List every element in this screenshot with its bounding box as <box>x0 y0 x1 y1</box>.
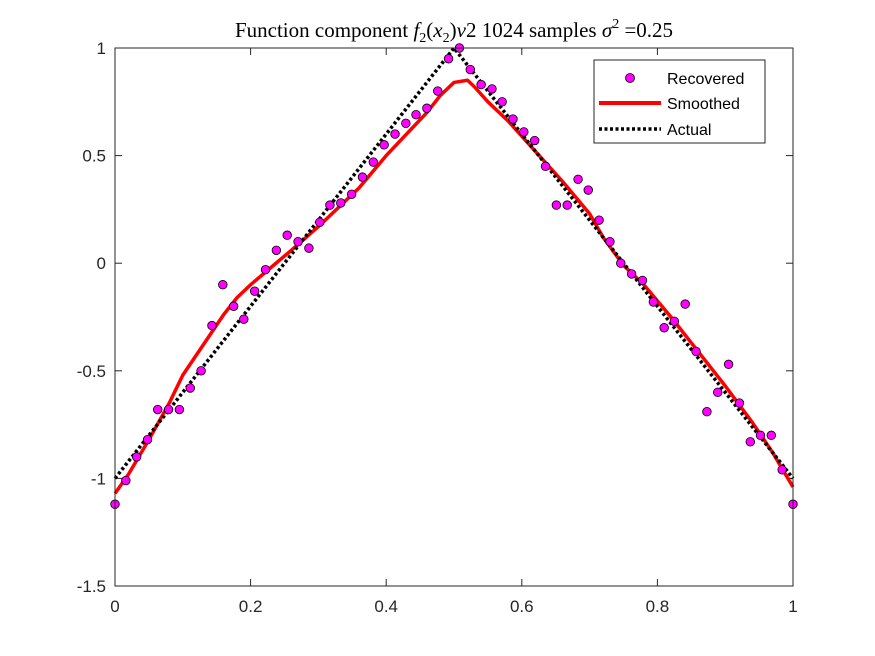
data-point-recovered <box>626 269 637 279</box>
data-point-recovered <box>228 301 239 311</box>
data-point-recovered <box>637 275 648 286</box>
legend-label-smoothed: Smoothed <box>667 96 740 113</box>
data-point-recovered <box>594 215 604 225</box>
data-point-recovered <box>723 359 734 370</box>
series-line-actual <box>113 45 795 480</box>
data-point-recovered <box>304 243 314 253</box>
data-point-recovered <box>755 430 766 441</box>
x-tick-label: 1 <box>788 597 797 616</box>
data-point-recovered <box>218 280 228 290</box>
y-tick-label: 0.5 <box>82 147 106 166</box>
data-point-recovered <box>174 404 185 415</box>
y-tick-label: -1.5 <box>77 577 106 596</box>
y-tick-label: 0 <box>97 254 106 273</box>
data-point-recovered <box>207 320 217 331</box>
x-tick-label: 0.4 <box>374 597 398 616</box>
data-point-recovered <box>336 198 346 208</box>
data-point-recovered <box>325 200 335 210</box>
data-point-recovered <box>293 236 303 247</box>
data-point-recovered <box>745 437 755 447</box>
data-point-recovered <box>583 185 593 195</box>
data-point-recovered <box>691 346 701 357</box>
data-point-recovered <box>142 434 153 445</box>
data-point-recovered <box>519 127 529 137</box>
data-point-recovered <box>260 264 271 275</box>
data-point-recovered <box>476 79 486 90</box>
data-point-recovered <box>734 398 745 408</box>
data-point-recovered <box>702 406 712 417</box>
legend-label-actual: Actual <box>667 122 711 139</box>
data-point-recovered <box>368 157 379 167</box>
data-point-recovered <box>680 299 690 309</box>
data-point-recovered <box>529 135 540 146</box>
data-point-recovered <box>616 258 626 268</box>
data-point-recovered <box>196 366 206 376</box>
legend-marker-recovered <box>625 73 635 83</box>
data-point-recovered <box>766 430 777 441</box>
data-point-recovered <box>648 297 659 307</box>
x-axis: 0 0.2 0.4 0.6 0.8 1 <box>110 48 798 616</box>
legend: Recovered Smoothed Actual <box>593 59 766 144</box>
data-point-recovered <box>433 86 443 96</box>
series-layer <box>110 43 798 509</box>
data-point-recovered <box>777 465 787 475</box>
data-point-recovered <box>401 118 411 129</box>
data-point-recovered <box>239 314 249 324</box>
y-tick-label: -0.5 <box>77 362 106 381</box>
data-point-recovered <box>573 174 583 184</box>
y-axis: -1.5 -1 -0.5 0 0.5 1 <box>77 39 793 596</box>
data-point-recovered <box>131 452 142 462</box>
data-point-recovered <box>411 110 421 120</box>
data-point-recovered <box>163 404 174 415</box>
data-point-recovered <box>153 404 163 415</box>
data-point-recovered <box>346 189 357 200</box>
data-point-recovered <box>357 172 368 182</box>
data-point-recovered <box>315 217 325 228</box>
data-point-recovered <box>487 84 497 94</box>
data-point-recovered <box>659 323 669 333</box>
data-point-recovered <box>497 97 507 107</box>
data-point-recovered <box>390 129 400 139</box>
x-tick-label: 0.8 <box>646 597 670 616</box>
data-point-recovered <box>379 140 389 150</box>
data-point-recovered <box>605 236 615 247</box>
chart-title: Function component f2(x2)v2 1024 samples… <box>235 17 673 46</box>
series-line-smoothed <box>113 78 795 495</box>
data-point-recovered <box>508 114 518 124</box>
y-tick-label: 1 <box>97 39 106 58</box>
data-point-recovered <box>121 475 131 486</box>
legend-label-recovered: Recovered <box>667 71 744 88</box>
data-point-recovered <box>465 64 475 75</box>
x-tick-label: 0 <box>110 597 119 616</box>
data-point-recovered <box>282 230 292 240</box>
data-point-recovered <box>185 383 195 393</box>
y-tick-label: -1 <box>91 469 106 488</box>
data-point-recovered <box>422 103 432 113</box>
data-point-recovered <box>669 316 680 327</box>
data-point-recovered <box>271 245 282 255</box>
x-tick-label: 0.2 <box>239 597 263 616</box>
data-point-recovered <box>249 286 260 296</box>
x-tick-label: 0.6 <box>510 597 534 616</box>
data-point-recovered <box>713 387 723 398</box>
data-point-recovered <box>562 200 572 210</box>
data-point-recovered <box>551 200 562 210</box>
data-point-recovered <box>540 161 551 172</box>
axes-box <box>114 47 794 587</box>
data-point-recovered <box>443 54 454 64</box>
